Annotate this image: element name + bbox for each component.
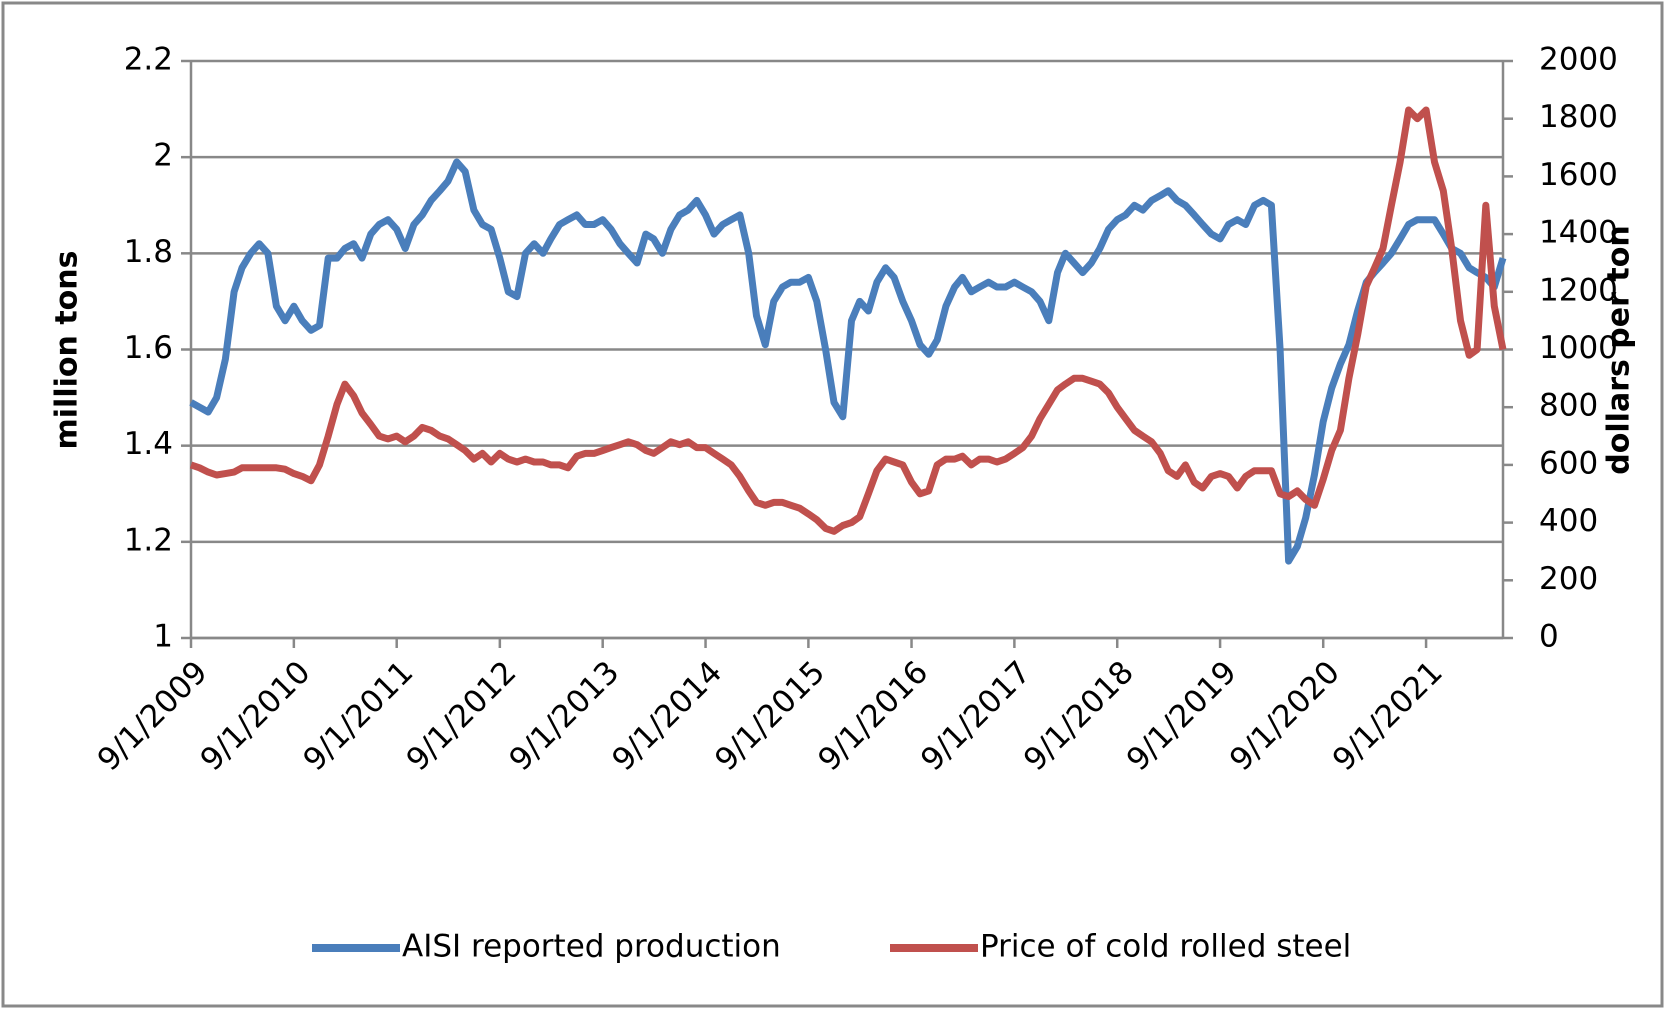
legend-label: AISI reported production: [402, 929, 781, 965]
y-tick-label: 1.2: [124, 522, 173, 558]
y-tick-label: 2: [153, 138, 173, 174]
y-tick-label: 1.6: [124, 330, 173, 366]
y2-tick-label: 400: [1539, 503, 1598, 539]
y2-tick-label: 1200: [1539, 272, 1618, 308]
series-line: [189, 158, 1507, 565]
y2-tick-label: 1600: [1539, 157, 1618, 193]
y2-tick-label: 0: [1539, 619, 1559, 655]
y2-tick-label: 1800: [1539, 99, 1618, 135]
y-tick-label: 1: [153, 619, 173, 655]
series-line: [189, 106, 1507, 535]
y2-axis-title: dollars per ton: [1602, 225, 1637, 474]
y2-tick-label: 600: [1539, 445, 1598, 481]
y2-tick-label: 1400: [1539, 215, 1618, 251]
y2-tick-label: 800: [1539, 388, 1598, 424]
y-tick-label: 1.4: [124, 426, 173, 462]
legend-label: Price of cold rolled steel: [980, 929, 1351, 965]
y2-tick-label: 2000: [1539, 42, 1618, 78]
y-tick-label: 2.2: [124, 42, 173, 78]
y-tick-label: 1.8: [124, 234, 173, 270]
y2-tick-label: 1000: [1539, 330, 1618, 366]
y2-tick-label: 200: [1539, 561, 1598, 597]
y-axis-title: million tons: [50, 251, 85, 450]
